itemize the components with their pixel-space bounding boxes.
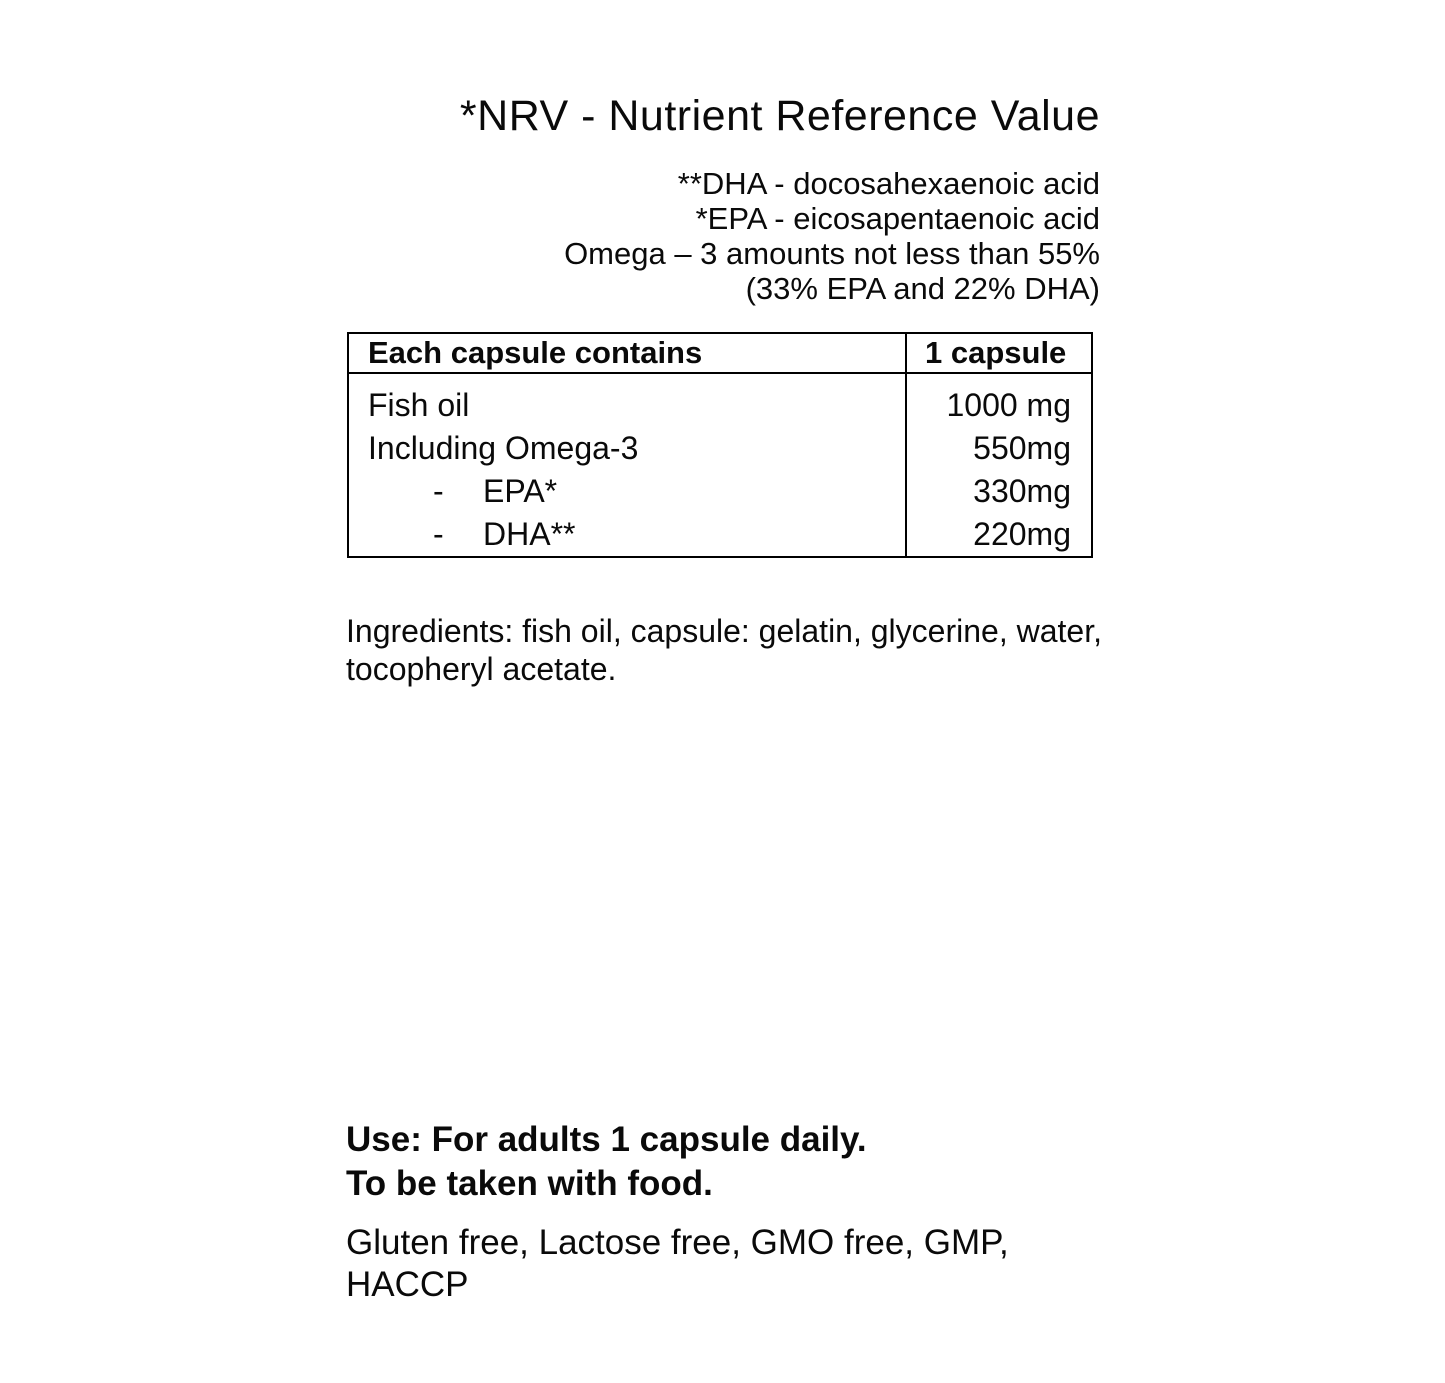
- table-row-label-dha-text: DHA**: [483, 516, 576, 552]
- footnote-omega3-amount: Omega – 3 amounts not less than 55%: [564, 236, 1100, 271]
- list-dash-marker: -: [433, 473, 444, 509]
- supplement-facts-table: Each capsule contains 1 capsule Fish oil…: [347, 332, 1093, 558]
- footnote-epa-dha-split: (33% EPA and 22% DHA): [745, 271, 1100, 306]
- footnote-epa: *EPA - eicosapentaenoic acid: [695, 201, 1100, 236]
- table-row-label-epa-text: EPA*: [483, 473, 558, 509]
- table-row-value-fish-oil: 1000 mg: [946, 387, 1071, 423]
- table-row-label-fish-oil: Fish oil: [368, 387, 470, 423]
- table-row-label-dha: - DHA**: [368, 513, 905, 556]
- table-header-per-capsule: 1 capsule: [905, 334, 1091, 372]
- table-row-label-omega3: Including Omega-3: [368, 430, 639, 466]
- table-body: Fish oil Including Omega-3 - EPA* - DHA** …: [349, 374, 1091, 556]
- footnote-dha: **DHA - docosahexaenoic acid: [677, 166, 1100, 201]
- footnote-block: **DHA - docosahexaenoic acid *EPA - eico…: [295, 166, 1100, 306]
- usage-line-food: To be taken with food.: [346, 1164, 713, 1203]
- table-row-value-epa: 330mg: [973, 473, 1071, 509]
- nrv-reference-title: *NRV - Nutrient Reference Value: [459, 92, 1100, 140]
- table-value-column: 1000 mg 550mg 330mg 220mg: [905, 374, 1091, 556]
- table-header-row: Each capsule contains 1 capsule: [349, 334, 1091, 374]
- table-row-value-dha: 220mg: [973, 516, 1071, 552]
- ingredients-text: Ingredients: fish oil, capsule: gelatin,…: [346, 613, 1102, 687]
- table-label-column: Fish oil Including Omega-3 - EPA* - DHA**: [349, 374, 905, 556]
- table-header-contains: Each capsule contains: [368, 335, 703, 370]
- table-row-value-omega3: 550mg: [973, 430, 1071, 466]
- table-row-label-epa: - EPA*: [368, 470, 905, 513]
- list-dash-marker: -: [433, 516, 444, 552]
- usage-instructions: Use: For adults 1 capsule daily. To be t…: [346, 1118, 1126, 1206]
- certifications-text: Gluten free, Lactose free, GMO free, GMP…: [346, 1223, 1009, 1304]
- usage-line-dose: Use: For adults 1 capsule daily.: [346, 1120, 867, 1159]
